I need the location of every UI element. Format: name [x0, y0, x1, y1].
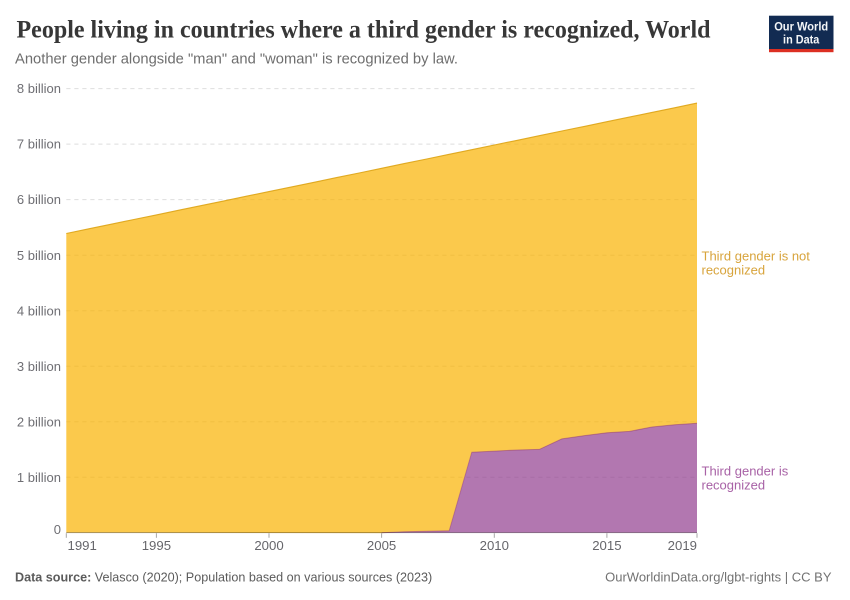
svg-text:2019: 2019 — [668, 538, 697, 553]
svg-text:Our World: Our World — [774, 20, 828, 34]
svg-text:2010: 2010 — [480, 538, 509, 553]
svg-text:recognized: recognized — [702, 477, 766, 492]
svg-text:People living in countries whe: People living in countries where a third… — [17, 16, 711, 43]
svg-text:in Data: in Data — [783, 32, 820, 46]
svg-text:1991: 1991 — [68, 538, 97, 553]
svg-text:OurWorldinData.org/lgbt-rights: OurWorldinData.org/lgbt-rights | CC BY — [605, 570, 832, 585]
svg-text:4 billion: 4 billion — [17, 303, 61, 318]
svg-text:1995: 1995 — [142, 538, 171, 553]
svg-text:8 billion: 8 billion — [17, 81, 61, 96]
svg-text:Data source: Velasco (2020); P: Data source: Velasco (2020); Population … — [15, 570, 432, 584]
svg-text:3 billion: 3 billion — [17, 359, 61, 374]
svg-text:6 billion: 6 billion — [17, 192, 61, 207]
svg-text:Third gender is not: Third gender is not — [702, 248, 811, 263]
svg-text:2 billion: 2 billion — [17, 414, 61, 429]
svg-text:Third gender is: Third gender is — [702, 463, 789, 478]
svg-text:Another gender alongside "man": Another gender alongside "man" and "woma… — [15, 52, 458, 68]
svg-text:1 billion: 1 billion — [17, 470, 61, 485]
svg-text:recognized: recognized — [702, 262, 766, 277]
svg-text:5 billion: 5 billion — [17, 248, 61, 263]
svg-text:7 billion: 7 billion — [17, 137, 61, 152]
svg-text:2000: 2000 — [254, 538, 283, 553]
svg-text:2015: 2015 — [592, 538, 621, 553]
svg-text:0: 0 — [54, 522, 61, 537]
svg-text:2005: 2005 — [367, 538, 396, 553]
